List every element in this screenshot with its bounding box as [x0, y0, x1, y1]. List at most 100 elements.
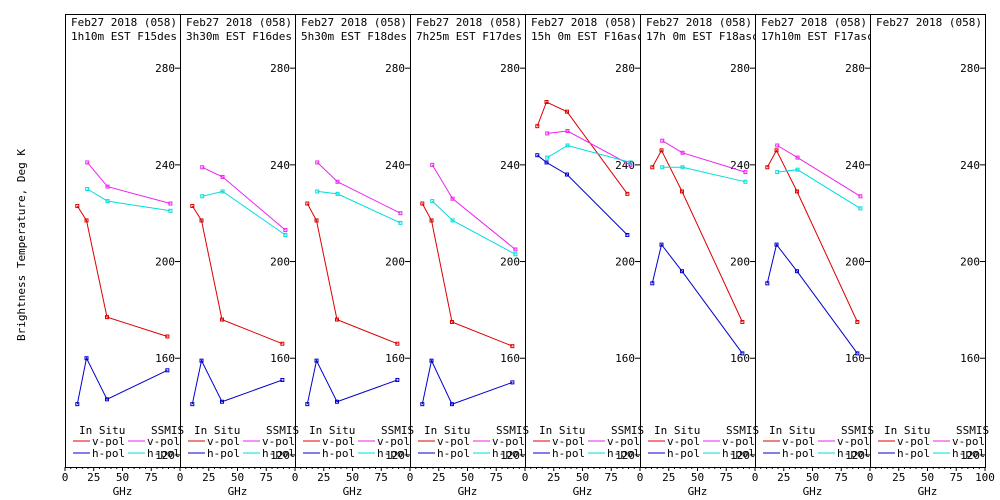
x-tick-label: 50 [576, 471, 589, 484]
series-line-ssmis-h-pol [317, 190, 401, 224]
y-tick-label: 280 [730, 62, 750, 75]
data-point [84, 218, 89, 223]
data-point [680, 165, 685, 170]
data-point [855, 319, 860, 324]
panel-title-line2: 17h10m EST F17asc [761, 30, 874, 43]
panel-series [420, 162, 518, 407]
data-point [650, 281, 655, 286]
legend-ssmis-title: SSMIS [841, 424, 874, 437]
series-line-in-situ-h-pol [191, 359, 283, 405]
x-axis-label: GHz [113, 485, 133, 498]
data-point [165, 368, 170, 373]
data-point [199, 358, 204, 363]
x-tick-label: 0 [867, 471, 874, 484]
x-tick-label: 25 [202, 471, 215, 484]
legend-in-situ-title: In Situ [194, 424, 240, 437]
data-point [740, 351, 745, 356]
data-point [679, 189, 684, 194]
legend-label: h-pol [437, 447, 470, 460]
x-tick-label: 25 [892, 471, 905, 484]
y-tick-label: 280 [960, 62, 980, 75]
data-point [510, 344, 515, 349]
legend-in-situ-title: In Situ [769, 424, 815, 437]
panel-4: Feb27 2018 (058)7h25m EST F17des 120 160 20… [407, 14, 529, 498]
data-point [283, 232, 288, 237]
legend-label: v-pol [207, 435, 240, 448]
data-point [450, 196, 455, 201]
data-point [743, 179, 748, 184]
y-tick-label: 200 [730, 256, 750, 269]
data-point [200, 194, 205, 199]
y-tick-label: 200 [385, 256, 405, 269]
panel-series [190, 165, 288, 407]
legend-label: v-pol [92, 435, 125, 448]
data-point [165, 334, 170, 339]
data-point [449, 319, 454, 324]
x-tick-label: 0 [62, 471, 69, 484]
panel-series [765, 143, 863, 356]
x-tick-label: 25 [317, 471, 330, 484]
x-tick-label: 75 [145, 471, 158, 484]
x-tick-label: 75 [375, 471, 388, 484]
y-tick-label: 160 [270, 352, 290, 365]
series-line-ssmis-v-pol [431, 164, 516, 250]
data-point [544, 100, 549, 105]
data-point [450, 218, 455, 223]
legend-label: v-pol [897, 435, 930, 448]
legend-label: h-pol [667, 447, 700, 460]
panel-header: Feb27 2018 (058) [876, 16, 982, 29]
data-point [315, 160, 320, 165]
data-point [794, 269, 799, 274]
data-point [858, 194, 863, 199]
y-tick-label: 200 [270, 256, 290, 269]
panel-header: Feb27 2018 (058)3h30m EST F16des [186, 16, 292, 43]
legend-ssmis-title: SSMIS [266, 424, 299, 437]
legend-label: h-pol [607, 447, 640, 460]
data-point [314, 218, 319, 223]
panel-1: Feb27 2018 (058)1h10m EST F15des 120 160 20… [62, 14, 184, 498]
legend-label: v-pol [952, 435, 985, 448]
data-point [429, 218, 434, 223]
data-point [220, 189, 225, 194]
panel-2: Feb27 2018 (058)3h30m EST F16des 120 160 20… [177, 14, 299, 498]
data-point [190, 402, 195, 407]
panel-header: Feb27 2018 (058)7h25m EST F17des [416, 16, 522, 43]
data-point [334, 317, 339, 322]
series-line-in-situ-v-pol [651, 149, 743, 323]
panel-title-line2: 17h 0m EST F18asc [646, 30, 759, 43]
data-point [679, 269, 684, 274]
panel-3: Feb27 2018 (058)5h30m EST F18des 120 160 20… [292, 14, 414, 498]
legend-in-situ-title: In Situ [654, 424, 700, 437]
y-tick-label: 160 [730, 352, 750, 365]
y-tick-label: 240 [385, 159, 405, 172]
y-tick-label: 200 [500, 256, 520, 269]
panel-title-line2: 1h10m EST F15des [71, 30, 177, 43]
data-point [84, 356, 89, 361]
legend-label: h-pol [147, 447, 180, 460]
x-tick-label: 0 [637, 471, 644, 484]
series-line-in-situ-h-pol [536, 154, 628, 236]
legend-label: v-pol [437, 435, 470, 448]
x-axis-label: GHz [343, 485, 363, 498]
data-point [104, 315, 109, 320]
legend-label: v-pol [722, 435, 755, 448]
y-tick-label: 240 [730, 159, 750, 172]
panel-header: Feb27 2018 (058)15h 0m EST F16asc [531, 16, 640, 43]
data-point [219, 399, 224, 404]
y-tick-label: 120 [270, 449, 290, 462]
legend-in-situ-title: In Situ [884, 424, 930, 437]
y-tick-label: 240 [845, 159, 865, 172]
x-tick-label: 25 [777, 471, 790, 484]
panel-frame [65, 14, 181, 468]
x-tick-label: 100 [975, 471, 995, 484]
y-tick-label: 160 [155, 352, 175, 365]
legend-label: v-pol [667, 435, 700, 448]
x-axis-label: GHz [458, 485, 478, 498]
panel-frame [295, 14, 411, 468]
data-point [334, 399, 339, 404]
series-line-ssmis-v-pol [547, 130, 631, 166]
series-line-in-situ-h-pol [76, 356, 168, 405]
